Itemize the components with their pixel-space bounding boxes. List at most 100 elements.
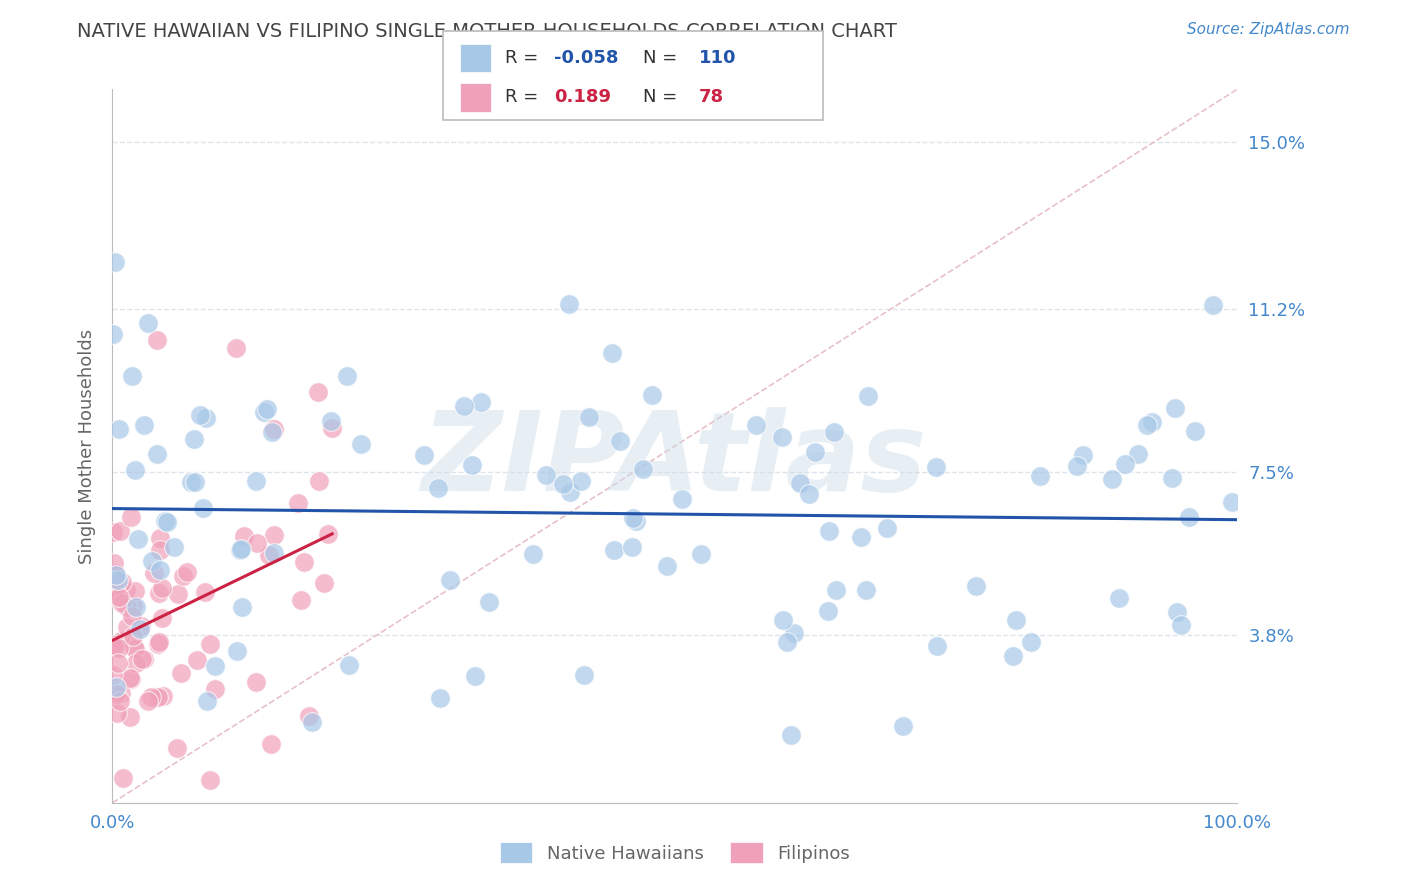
Point: [127, 532, 149, 546]
Point: [263, 546, 285, 560]
Point: [453, 399, 475, 413]
Point: [856, 389, 879, 403]
Point: [120, 509, 142, 524]
Text: R =: R =: [505, 49, 544, 67]
Point: [1136, 417, 1159, 432]
Point: [148, 690, 170, 704]
Y-axis label: Single Mother Households: Single Mother Households: [77, 328, 96, 564]
Point: [117, 600, 139, 615]
Point: [427, 481, 450, 495]
Point: [101, 524, 124, 539]
Point: [229, 542, 252, 557]
Point: [655, 559, 678, 574]
Point: [772, 613, 794, 627]
Point: [232, 528, 254, 542]
Point: [263, 422, 285, 436]
Point: [891, 719, 914, 733]
Point: [1019, 635, 1042, 649]
Point: [104, 590, 127, 604]
Point: [194, 585, 217, 599]
Point: [780, 729, 803, 743]
Point: [1066, 458, 1088, 473]
Point: [101, 638, 124, 652]
Point: [321, 421, 343, 435]
Point: [101, 327, 124, 342]
Point: [124, 584, 146, 599]
Point: [146, 333, 169, 347]
Point: [142, 566, 165, 580]
Point: [620, 541, 643, 555]
Point: [260, 425, 283, 439]
Point: [603, 543, 626, 558]
Point: [125, 657, 148, 671]
Point: [855, 583, 877, 598]
Point: [1166, 605, 1188, 619]
Point: [478, 595, 501, 609]
Point: [110, 686, 132, 700]
Point: [172, 569, 194, 583]
Point: [290, 592, 312, 607]
Point: [149, 543, 172, 558]
Point: [183, 433, 205, 447]
Text: NATIVE HAWAIIAN VS FILIPINO SINGLE MOTHER HOUSEHOLDS CORRELATION CHART: NATIVE HAWAIIAN VS FILIPINO SINGLE MOTHE…: [77, 22, 897, 41]
Point: [1029, 468, 1052, 483]
Point: [1201, 298, 1223, 312]
Point: [108, 524, 131, 539]
Text: N =: N =: [643, 49, 682, 67]
Point: [103, 640, 125, 654]
Point: [312, 576, 335, 591]
Point: [120, 710, 142, 724]
Point: [124, 639, 146, 653]
Point: [1160, 471, 1182, 485]
Point: [578, 409, 600, 424]
Point: [470, 395, 492, 409]
Point: [287, 496, 309, 510]
Point: [121, 369, 143, 384]
Point: [128, 622, 150, 636]
Point: [1170, 618, 1192, 632]
Point: [225, 341, 247, 355]
Point: [257, 548, 280, 562]
Point: [263, 528, 285, 542]
Point: [131, 651, 153, 665]
Point: [1178, 510, 1201, 524]
Point: [104, 680, 127, 694]
Point: [927, 639, 949, 653]
Point: [204, 659, 226, 673]
Point: [1140, 415, 1163, 429]
Point: [461, 458, 484, 472]
Point: [783, 625, 806, 640]
Point: [439, 573, 461, 587]
Legend: Native Hawaiians, Filipinos: Native Hawaiians, Filipinos: [491, 833, 859, 872]
Point: [108, 640, 131, 655]
Point: [152, 689, 174, 703]
Point: [1184, 425, 1206, 439]
Point: [186, 653, 208, 667]
Point: [789, 475, 811, 490]
Point: [150, 581, 173, 595]
Point: [1164, 401, 1187, 416]
Point: [1108, 591, 1130, 606]
Point: [799, 487, 821, 501]
Point: [167, 587, 190, 601]
Point: [111, 596, 134, 610]
Point: [522, 547, 544, 561]
Point: [1071, 448, 1094, 462]
Point: [141, 553, 163, 567]
Point: [108, 694, 131, 708]
Point: [107, 573, 129, 587]
Point: [231, 599, 253, 614]
Point: [641, 387, 664, 401]
Point: [132, 417, 155, 432]
Point: [260, 737, 283, 751]
Point: [876, 521, 898, 535]
Point: [103, 556, 125, 570]
Point: [148, 586, 170, 600]
Point: [1005, 613, 1028, 627]
Point: [631, 462, 654, 476]
Point: [166, 740, 188, 755]
Point: [308, 474, 330, 488]
Point: [120, 672, 142, 686]
Point: [150, 611, 173, 625]
Point: [823, 425, 845, 439]
